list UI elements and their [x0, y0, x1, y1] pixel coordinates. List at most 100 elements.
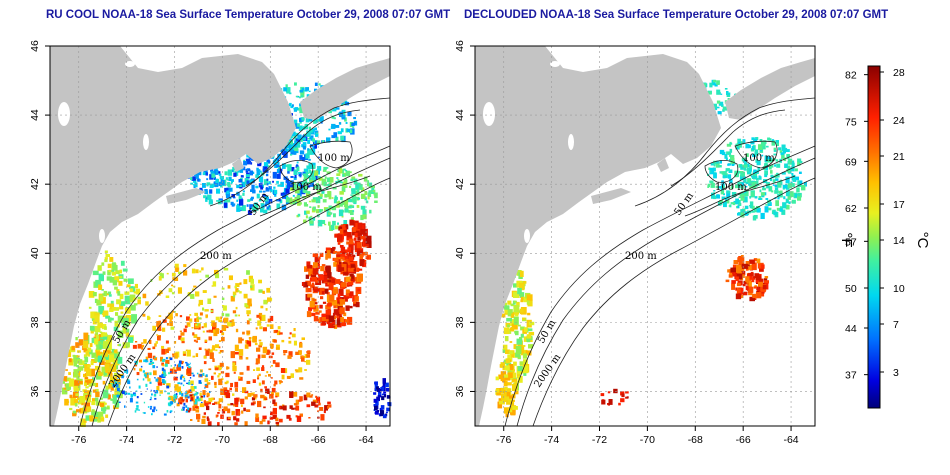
sst-pixel: [268, 374, 271, 377]
sst-pixel: [745, 285, 749, 291]
sst-pixel: [775, 159, 779, 162]
sst-pixel: [101, 289, 104, 291]
sst-pixel: [178, 363, 182, 368]
sst-pixel: [297, 198, 301, 202]
sst-pixel: [207, 421, 212, 426]
sst-pixel: [103, 333, 108, 340]
sst-pixel: [709, 170, 712, 173]
sst-pixel: [68, 372, 71, 375]
sst-pixel: [349, 273, 354, 280]
sst-pixel: [309, 180, 314, 187]
sst-pixel: [720, 189, 725, 195]
sst-pixel: [310, 137, 314, 141]
sst-pixel: [313, 315, 319, 322]
sst-pixel: [352, 227, 356, 232]
sst-pixel: [298, 172, 302, 177]
sst-pixel: [236, 184, 240, 189]
sst-pixel: [234, 387, 238, 392]
sst-pixel: [743, 196, 748, 203]
sst-pixel: [206, 416, 209, 420]
sst-pixel: [83, 332, 89, 341]
sst-pixel: [768, 165, 772, 170]
sst-pixel: [264, 166, 268, 169]
sst-pixel: [195, 406, 198, 408]
sst-pixel: [774, 190, 779, 194]
sst-pixel: [268, 205, 271, 208]
sst-pixel: [158, 315, 162, 317]
sst-pixel: [361, 194, 366, 198]
sst-pixel: [98, 306, 105, 315]
sst-pixel: [503, 380, 508, 387]
sst-pixel: [751, 146, 755, 151]
sst-pixel: [179, 330, 182, 332]
sst-pixel: [260, 186, 264, 190]
sst-pixel: [111, 348, 115, 353]
sst-pixel: [104, 371, 107, 376]
sst-pixel: [221, 336, 225, 342]
sst-pixel: [296, 195, 301, 200]
sst-pixel: [620, 391, 625, 396]
sst-pixel: [190, 397, 194, 401]
sst-pixel: [757, 281, 763, 287]
sst-pixel: [259, 170, 262, 173]
sst-pixel: [264, 375, 267, 377]
sst-pixel: [792, 183, 795, 187]
sst-pixel: [348, 242, 354, 251]
sst-pixel: [363, 176, 368, 182]
sst-pixel: [713, 190, 716, 192]
sst-pixel: [318, 177, 323, 181]
sst-pixel: [215, 178, 219, 184]
sst-pixel: [740, 184, 745, 189]
sst-pixel: [755, 292, 762, 299]
sst-pixel: [176, 364, 181, 371]
sst-pixel: [191, 372, 194, 375]
sst-pixel: [314, 140, 318, 145]
sst-pixel: [522, 365, 529, 374]
sst-pixel: [109, 307, 114, 312]
sst-pixel: [766, 145, 769, 148]
sst-pixel: [258, 373, 261, 377]
lon-tick-label: -74: [544, 434, 559, 446]
sst-pixel: [195, 323, 199, 327]
sst-pixel: [173, 369, 177, 374]
sst-pixel: [318, 83, 321, 86]
sst-pixel: [286, 197, 290, 203]
sst-pixel: [271, 392, 274, 395]
sst-pixel: [105, 414, 109, 418]
sst-pixel: [227, 321, 232, 327]
sst-pixel: [366, 200, 369, 204]
sst-pixel: [296, 161, 299, 164]
sst-pixel: [742, 291, 748, 296]
sst-pixel: [307, 182, 311, 185]
sst-pixel: [302, 356, 306, 359]
sst-pixel: [165, 357, 168, 360]
sst-pixel: [226, 187, 231, 192]
sst-pixel: [73, 361, 77, 367]
sst-pixel: [344, 200, 349, 205]
sst-pixel: [360, 229, 367, 235]
sst-pixel: [142, 412, 144, 414]
sst-pixel: [308, 267, 315, 277]
sst-pixel: [727, 152, 732, 155]
sst-pixel: [206, 184, 209, 187]
sst-pixel: [99, 343, 106, 349]
sst-pixel: [713, 172, 717, 179]
sst-pixel: [181, 408, 183, 411]
sst-pixel: [232, 362, 236, 367]
sst-pixel: [205, 349, 210, 356]
sst-pixel: [726, 191, 730, 194]
sst-pixel: [244, 390, 249, 394]
sst-pixel: [355, 302, 360, 308]
sst-pixel: [299, 396, 303, 402]
sst-pixel: [744, 205, 749, 210]
celsius-tick-label: 3: [893, 367, 899, 379]
sst-pixel: [185, 361, 188, 364]
sst-pixel: [232, 203, 236, 206]
sst-pixel: [92, 352, 96, 357]
sst-pixel: [339, 191, 344, 195]
sst-pixel: [302, 171, 306, 175]
sst-pixel: [296, 181, 299, 184]
sst-pixel: [224, 381, 228, 385]
sst-pixel: [62, 381, 65, 384]
sst-pixel: [75, 342, 80, 348]
